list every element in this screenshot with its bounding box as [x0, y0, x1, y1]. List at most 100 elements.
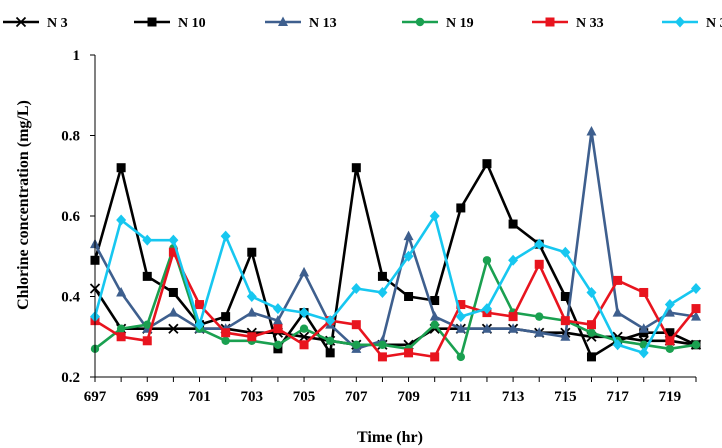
data-point-n-13	[638, 323, 649, 333]
data-point-n-13	[403, 230, 414, 241]
legend-marker	[415, 17, 425, 27]
data-point-n-13	[664, 307, 675, 317]
data-point-n-13	[691, 311, 701, 321]
data-point-n-13	[429, 311, 440, 321]
data-point-n-35	[246, 291, 257, 302]
data-point-n-13	[508, 323, 519, 333]
data-point-n-33	[221, 328, 231, 338]
data-point-n-33	[116, 332, 126, 342]
y-tick-label: 0.6	[61, 209, 80, 225]
plot-area	[89, 125, 702, 362]
data-point-n-35	[508, 254, 519, 266]
data-point-n-10	[247, 247, 257, 257]
data-point-n-19	[378, 340, 387, 349]
x-tick-label: 697	[84, 389, 107, 405]
legend-item-n-35: N 35	[662, 16, 722, 31]
data-point-n-10	[639, 328, 649, 338]
data-point-n-19	[352, 340, 361, 349]
data-point-n-10	[142, 271, 152, 281]
series-line-n-19	[94, 246, 697, 359]
data-point-n-19	[430, 320, 439, 329]
data-point-n-10	[377, 271, 387, 281]
y-tick-label: 0.2	[61, 370, 80, 386]
data-point-n-35	[403, 250, 414, 262]
data-point-n-35	[612, 339, 623, 351]
data-point-n-33	[456, 300, 466, 310]
legend-label: N 13	[309, 16, 337, 31]
legend-item-n-33: N 33	[532, 16, 604, 31]
data-point-n-33	[247, 332, 257, 342]
legend-marker	[545, 17, 555, 27]
data-point-n-10	[325, 348, 335, 358]
data-point-n-13	[299, 266, 310, 277]
x-axis-label: Time (hr)	[357, 429, 423, 446]
data-point-n-35	[638, 347, 649, 359]
data-point-n-3	[168, 323, 179, 334]
legend-marker	[15, 16, 27, 28]
data-point-n-10	[586, 352, 596, 362]
data-point-n-10	[168, 287, 178, 297]
data-point-n-35	[534, 238, 545, 250]
data-point-n-35	[116, 214, 127, 226]
legend-label: N 35	[706, 16, 722, 31]
data-point-n-19	[325, 336, 335, 345]
legend-label: N 10	[178, 16, 206, 31]
data-point-n-33	[299, 340, 309, 350]
data-point-n-13	[168, 307, 179, 317]
data-point-n-10	[430, 296, 440, 306]
data-point-n-33	[665, 336, 675, 346]
legend-item-n-19: N 19	[402, 16, 474, 31]
data-point-n-13	[246, 307, 257, 317]
data-point-n-33	[377, 352, 387, 362]
data-point-n-19	[535, 312, 544, 321]
data-point-n-35	[299, 307, 310, 319]
data-point-n-33	[195, 300, 205, 310]
data-point-n-35	[455, 311, 466, 323]
data-point-n-35	[691, 282, 701, 294]
y-tick-label: 0.4	[61, 290, 80, 306]
data-point-n-33	[142, 336, 152, 346]
y-tick-label: 1	[73, 48, 81, 64]
data-point-n-35	[481, 303, 492, 315]
series-n-35	[90, 210, 701, 359]
data-point-n-33	[560, 316, 570, 326]
data-point-n-35	[142, 234, 153, 246]
data-point-n-19	[143, 320, 152, 329]
x-tick-label: 719	[659, 389, 682, 405]
data-point-n-19	[691, 340, 701, 349]
y-tick-label: 0.8	[61, 129, 80, 145]
x-tick-label: 715	[554, 389, 577, 405]
x-tick-label: 703	[241, 389, 264, 405]
legend-label: N 33	[576, 16, 604, 31]
y-axis-label: Chlorine concentration (mg/L)	[15, 100, 32, 310]
data-point-n-13	[116, 286, 127, 297]
data-point-n-3	[298, 331, 310, 342]
data-point-n-13	[272, 315, 283, 325]
legend-item-n-13: N 13	[265, 16, 337, 31]
x-tick-label: 711	[450, 389, 472, 405]
legend-marker	[278, 16, 288, 26]
data-point-n-35	[586, 286, 597, 298]
series-line-n-13	[93, 130, 697, 351]
data-point-n-33	[508, 312, 518, 322]
data-point-n-10	[116, 163, 126, 173]
data-point-n-33	[168, 247, 178, 257]
data-point-n-13	[560, 331, 571, 341]
data-point-n-13	[481, 323, 492, 333]
data-point-n-13	[534, 327, 545, 337]
data-point-n-33	[273, 324, 283, 334]
data-point-n-19	[482, 256, 492, 265]
legend-item-n-10: N 10	[134, 16, 206, 31]
data-point-n-13	[586, 125, 597, 136]
data-point-n-13	[612, 307, 623, 317]
x-tick-label: 701	[188, 389, 211, 405]
data-point-n-35	[194, 319, 205, 331]
x-tick-label: 713	[502, 389, 525, 405]
legend-label: N 19	[446, 16, 474, 31]
x-tick-label: 717	[606, 389, 629, 405]
data-point-n-19	[116, 324, 126, 333]
data-point-n-35	[664, 299, 675, 311]
data-point-n-10	[221, 312, 231, 322]
data-point-n-33	[639, 287, 649, 297]
data-point-n-19	[221, 336, 230, 345]
